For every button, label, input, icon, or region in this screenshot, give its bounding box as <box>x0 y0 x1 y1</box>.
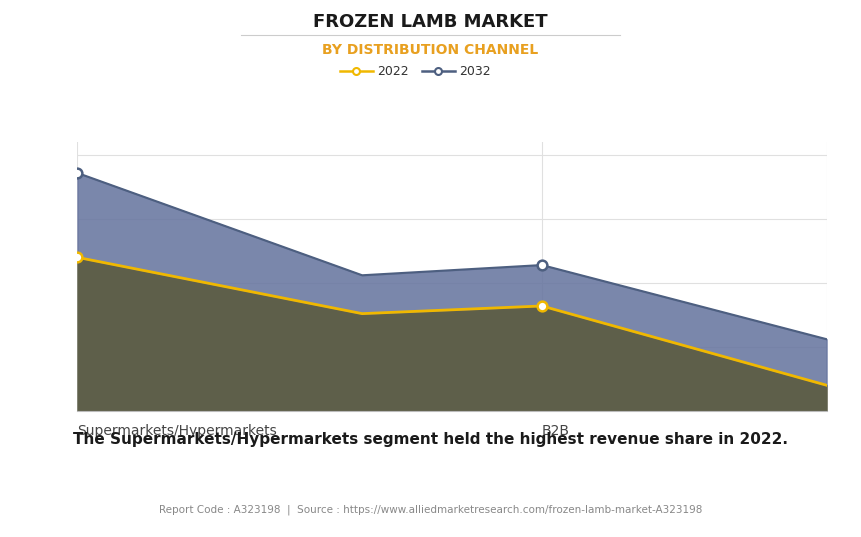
Text: BY DISTRIBUTION CHANNEL: BY DISTRIBUTION CHANNEL <box>322 43 539 57</box>
Text: 2032: 2032 <box>459 65 491 78</box>
Text: Report Code : A323198  |  Source : https://www.alliedmarketresearch.com/frozen-l: Report Code : A323198 | Source : https:/… <box>158 505 703 516</box>
Text: FROZEN LAMB MARKET: FROZEN LAMB MARKET <box>313 13 548 32</box>
Text: The Supermarkets/Hypermarkets segment held the highest revenue share in 2022.: The Supermarkets/Hypermarkets segment he… <box>73 432 788 447</box>
Text: 2022: 2022 <box>377 65 409 78</box>
